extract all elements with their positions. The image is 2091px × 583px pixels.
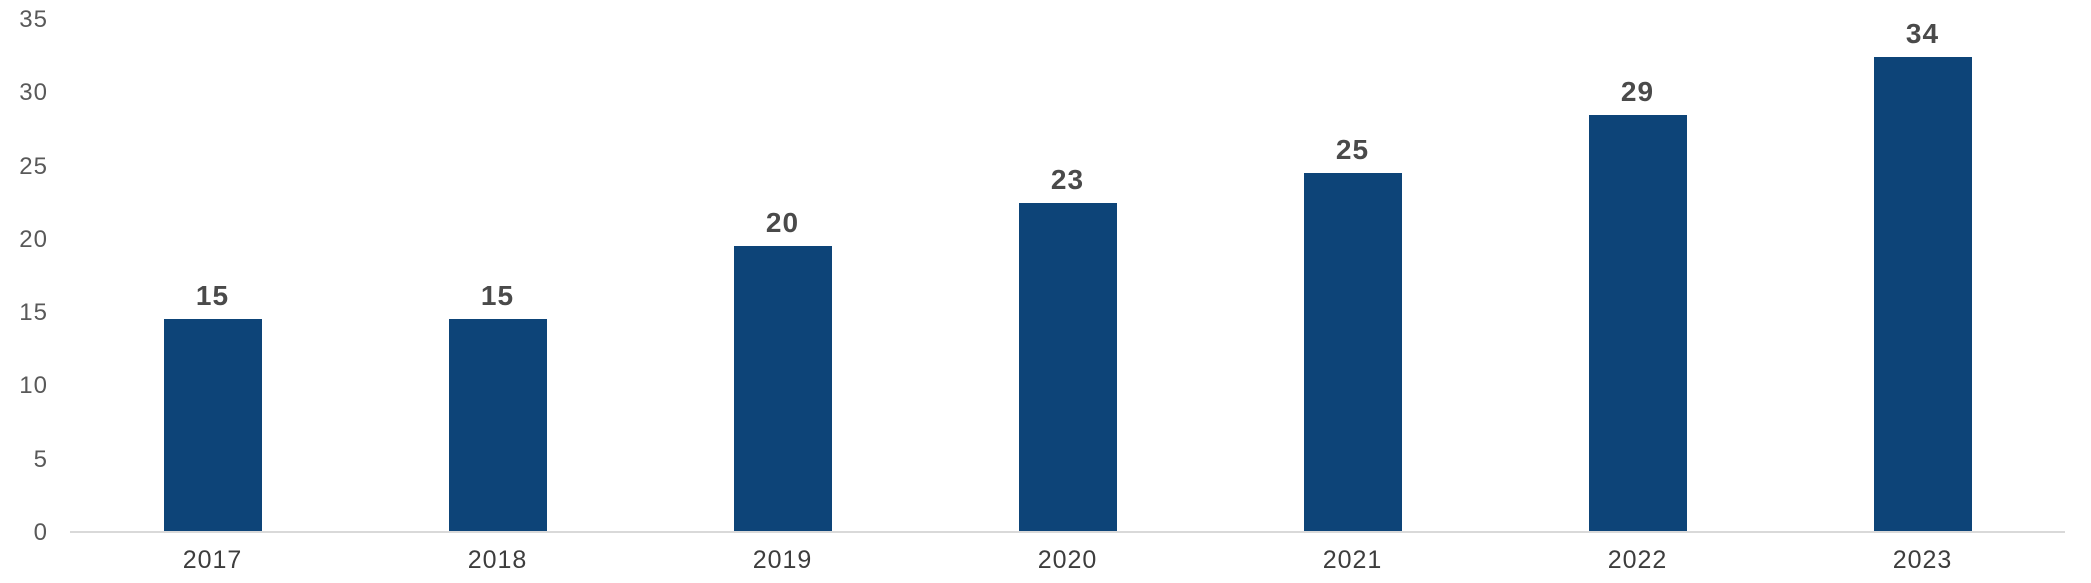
bar-value-label: 15	[480, 280, 515, 312]
x-axis-label: 2017	[182, 546, 243, 574]
plot-area: 15 2017 15 2018 20 2019 23 2020 25 2021 29 2022 34 20…	[70, 18, 2065, 573]
bar-column: 34 2023	[1780, 18, 2065, 573]
bar	[1018, 202, 1117, 531]
y-tick-label: 10	[19, 372, 48, 400]
bar	[1588, 114, 1687, 531]
x-axis-label: 2020	[1037, 546, 1098, 574]
bar-value-label: 23	[1050, 163, 1085, 195]
bar-value-label: 34	[1905, 18, 1940, 49]
bar-column: 25 2021	[1210, 20, 1495, 573]
y-tick-label: 35	[19, 6, 48, 33]
bar	[1873, 57, 1972, 531]
bar-column: 15 2018	[355, 20, 640, 573]
x-axis-label: 2019	[752, 546, 813, 574]
y-tick-label: 15	[19, 299, 48, 327]
x-axis-label: 2021	[1322, 546, 1383, 574]
y-tick-label: 30	[19, 79, 48, 107]
bar	[448, 319, 547, 531]
x-axis-label: 2018	[467, 546, 528, 574]
y-tick-label: 5	[33, 445, 48, 473]
bar-value-label: 15	[195, 280, 230, 312]
bar-value-label: 29	[1620, 75, 1655, 107]
y-tick-label: 0	[33, 519, 48, 546]
y-axis: 0 5 10 15 20 25 30 35	[18, 8, 48, 545]
bar-value-label: 25	[1335, 134, 1370, 166]
y-tick-label: 20	[19, 225, 48, 253]
bar	[733, 246, 832, 531]
bar-column: 23 2020	[925, 20, 1210, 573]
bar	[163, 319, 262, 531]
bar	[1303, 173, 1402, 531]
x-axis-label: 2022	[1607, 546, 1668, 574]
bar-column: 29 2022	[1495, 20, 1780, 573]
bar-column: 20 2019	[640, 20, 925, 573]
x-axis-label: 2023	[1892, 546, 1953, 574]
y-tick-label: 25	[19, 152, 48, 180]
bar-column: 15 2017	[70, 20, 355, 573]
bar-value-label: 20	[765, 207, 800, 239]
